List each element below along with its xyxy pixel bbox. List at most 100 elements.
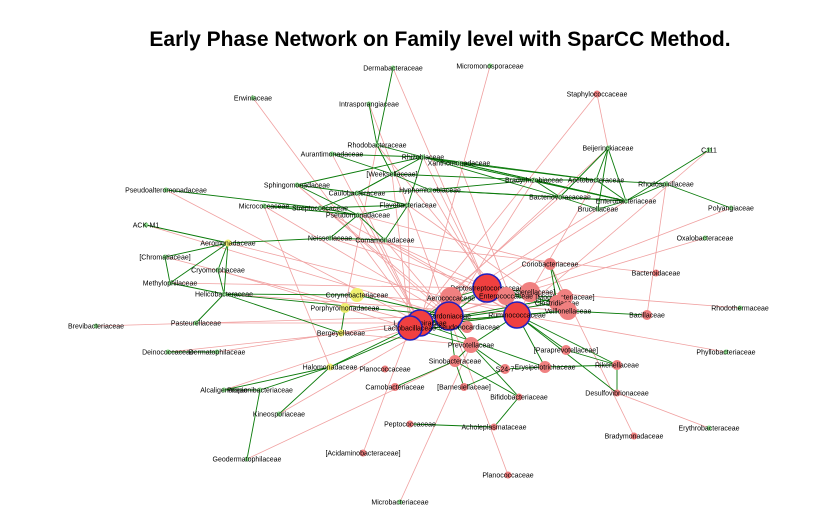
positive-edge [319,207,359,216]
node-micromonosporaceae [487,63,493,69]
node-brevibacteriaceae [93,323,99,329]
positive-edge [356,173,393,194]
node-sinobacteraceae [449,355,461,367]
positive-edge [164,242,229,258]
node-veillonellaceae [559,302,577,320]
negative-edge [329,237,488,289]
node-label-dermabacteraceae: Dermabacteraceae [363,66,423,73]
negative-edge [252,97,421,324]
negative-edge [399,344,472,503]
node-label-paraprevotellaceae: [Paraprevotellaceae] [534,348,598,355]
node-label-brucellaceae: Brucellaceae [578,207,619,214]
node-label-pseudonocardiaceae: Pseudonocardiaceae [434,325,500,332]
node-label-erysipelotrichaceae: Erysipelotrichaceae [514,365,575,372]
node-s24-7 [500,364,510,374]
node-layer: Dermabacteraceae Micromonosporaceae Erwini… [68,63,769,507]
node-acetobacteraceae [593,177,599,183]
positive-edge [559,196,627,202]
negative-edge [165,189,421,324]
node-label-acetobacteraceae: Acetobacteraceae [568,178,625,185]
node-label-methylophilaceae: Methylophilaceae [143,281,198,288]
node-pseudonocardiaceae [461,321,473,333]
node-aeromonadaceae [224,239,232,247]
node-phyllobacteriaceae [723,349,729,355]
positive-edge [319,192,358,209]
positive-edge [533,179,561,198]
positive-edge [597,147,609,210]
positive-edge [559,147,609,198]
node-label-erythrobacteraceae: Erythrobacteraceae [678,426,739,433]
node-label-tissierellaceae: [Tissierellaceae] [505,290,555,297]
node-alcaligenaceae [221,387,227,393]
node-label-mogibacteriaceae: [Mogibacteriaceae] [535,295,594,302]
node-pasteurellaceae [193,320,199,326]
node-label-rhodothermaceae: Rhodothermaceae [711,306,769,313]
node-rikenellaceae [612,360,622,370]
node-label-brevibacteriaceae: Brevibacteriaceae [68,324,124,331]
positive-edge [329,327,411,368]
positive-edge [223,242,229,295]
node-label-oxalobacteraceae: Oxalobacteraceae [677,236,734,243]
positive-edge [356,192,409,206]
positive-edge [567,310,648,316]
positive-edge [407,156,424,206]
positive-edge [595,147,609,181]
node-sphingomonadaceae [294,182,300,188]
node-label-enterococcaceae: Enterococcaceae [479,294,533,301]
node-rhodobacteraceae [374,142,380,148]
node-label-prevotellaceae: Prevotellaceae [448,343,494,350]
negative-edge [246,360,456,460]
positive-edge [357,214,386,241]
node-label-peptococcaceae: Peptococcaceae [384,422,436,429]
node-label-coriobacteriaceae: Coriobacteriaceae [522,262,579,269]
negative-edge [169,282,488,289]
negative-edge [422,156,488,289]
positive-edge [376,67,394,146]
node-bacillaceae [642,310,652,320]
positive-edge [565,349,618,366]
node-intrasporangiaceae [366,101,372,107]
positive-edge [504,366,546,370]
node-label-bradymonadaceae: Bradymonadaceae [605,434,664,441]
node-comamonadaceae [382,237,388,243]
node-label-ruminococcaceae: Ruminococcaceae [488,313,546,320]
negative-edge [362,327,411,454]
node-rhodothermaceae [737,305,743,311]
positive-edge [165,189,321,209]
node-coriobacteriaceae [544,258,556,270]
node-enterococcaceae [497,287,515,305]
positive-edge [419,322,546,368]
positive-edge [356,294,450,317]
node-gordoniaceae [434,301,464,331]
positive-edge [223,293,358,296]
positive-edge [595,179,627,202]
node-caulobacteraceae [354,190,360,196]
positive-edge [145,224,229,244]
node-label-porphyromonadaceae: Porphyromonadaceae [311,306,380,313]
positive-edge [516,314,618,366]
negative-edge [448,315,509,476]
page-title: Early Phase Network on Family level with… [149,28,731,51]
node-label-rhodospirillaceae: Rhodospirillaceae [638,182,694,189]
node-label-rikenellaceae: Rikenellaceae [595,363,639,370]
node-planococcaceae2 [504,471,512,479]
negative-edge [407,204,411,329]
node-label-weeksellaceae: [Weeksellaceae] [366,172,417,179]
positive-edge [533,179,627,202]
node-label-neisseriaceae: Neisseriaceae [308,236,352,243]
node-ack-m1 [143,222,149,228]
positive-edge [357,204,409,216]
node-label-bacillaceae: Bacillaceae [629,313,665,320]
node-peptococcaceae [406,420,414,428]
node-label-veillonellaceae: Veillonellaceae [545,309,592,316]
positive-edge [331,153,424,158]
node-enterobacteriaceae [623,198,629,204]
positive-edges [145,67,732,460]
node-kineosporiaceae [276,411,282,417]
negative-edge [357,214,551,265]
positive-edge [223,293,342,334]
node-label-staphylococcaceae: Staphylococcaceae [567,92,628,99]
negative-edge [356,294,569,312]
node-erysipelotrichaceae [539,361,551,373]
